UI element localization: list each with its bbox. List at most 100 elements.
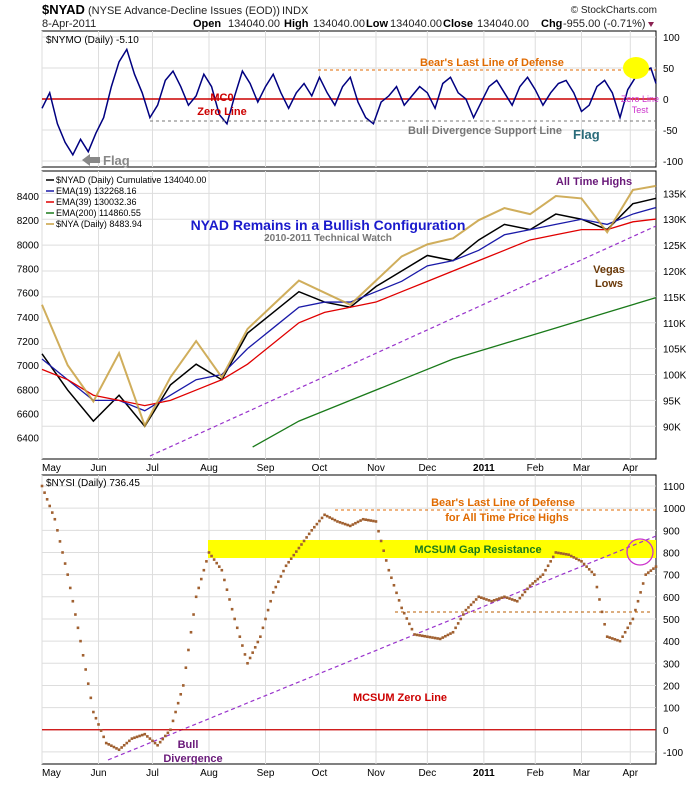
nysi-point — [426, 635, 429, 638]
x-label-bottom: Apr — [623, 768, 639, 779]
nysi-plot — [40, 484, 658, 752]
nyad-y-axis-right: 135K 130K 125K 120K 115K 110K 105K 100K 95K 90K — [663, 189, 687, 433]
nysi-point — [356, 520, 360, 524]
nysi-point — [228, 598, 231, 601]
x-label-mid: Feb — [527, 463, 545, 474]
nymo-plot — [41, 47, 657, 157]
x-label-mid: Oct — [312, 463, 328, 474]
nysi-point — [544, 568, 547, 572]
nysi-point — [456, 622, 460, 625]
nyad-ytick-left: 7200 — [17, 337, 40, 348]
nysi-point — [117, 748, 121, 752]
x-label-bottom: May — [42, 768, 61, 779]
nysi-point — [616, 638, 619, 642]
nysi-point — [241, 644, 244, 647]
nysi-point — [79, 639, 82, 643]
nysi-point — [68, 586, 72, 590]
x-label-mid: Jul — [146, 463, 159, 474]
nysi-point — [474, 598, 478, 601]
nysi-point — [405, 617, 409, 620]
nysi-point — [572, 556, 576, 559]
nysi-point — [464, 608, 468, 612]
nysi-point — [364, 518, 367, 521]
nysi-point — [454, 626, 457, 630]
nysi-point — [148, 737, 152, 740]
nysi-point — [341, 521, 344, 525]
nysi-point — [336, 520, 339, 523]
nysi-point — [402, 611, 406, 615]
nysi-point — [377, 529, 380, 533]
x-label-bottom: Jul — [146, 768, 159, 779]
nyad-ytick-right: 135K — [663, 189, 687, 200]
nyad-annotation-subtitle: 2010-2011 Technical Watch — [264, 233, 392, 244]
nymo-flag-left: Flag — [103, 153, 130, 168]
nyad-series-nya — [41, 184, 657, 429]
nysi-point — [58, 540, 62, 543]
nysi-point — [587, 568, 591, 571]
nysi-point — [611, 637, 614, 640]
nysi-ytick-label: 1000 — [663, 504, 686, 515]
nysi-point — [600, 610, 604, 614]
nysi-point — [202, 568, 206, 572]
nymo-ytick-label: 0 — [663, 95, 669, 106]
nysi-point — [654, 565, 658, 568]
nysi-point — [158, 740, 162, 744]
nysi-point — [605, 635, 609, 638]
header-chg: -955.00 (-0.71%) — [563, 18, 646, 30]
nysi-point — [135, 735, 139, 739]
nysi-point — [541, 573, 545, 576]
nysi-point — [140, 733, 144, 737]
header-close-label: Close — [443, 18, 473, 30]
nysi-point — [580, 560, 583, 563]
nysi-point — [480, 596, 483, 599]
nysi-point — [151, 739, 154, 743]
chart-header: $NYAD (NYSE Advance-Decline Issues (EOD)… — [42, 2, 657, 30]
nysi-point — [76, 626, 80, 630]
nysi-point — [413, 633, 416, 636]
nysi-ytick-label: 0 — [663, 726, 669, 737]
nysi-ytick-label: -100 — [663, 748, 683, 759]
nyad-ytick-right: 120K — [663, 267, 687, 278]
nysi-point — [387, 568, 391, 572]
nysi-point — [271, 591, 275, 594]
nysi-point — [66, 573, 69, 576]
x-label-bottom: Dec — [418, 768, 436, 779]
nysi-point — [307, 532, 311, 536]
nyad-ytick-left: 6800 — [17, 385, 40, 396]
nysi-point — [649, 569, 653, 572]
nysi-point — [40, 484, 44, 488]
nysi-point — [348, 524, 352, 528]
x-label-bottom: Aug — [200, 768, 218, 779]
nysi-ytick-label: 900 — [663, 526, 680, 537]
nyad-support-trendline — [149, 225, 657, 457]
x-axis-labels: May May Jun Jun Jul Jul Aug Aug Sep Sep Oct Oct Nov N… — [42, 463, 639, 779]
nysi-point — [562, 552, 565, 556]
nysi-point — [104, 741, 108, 745]
nysi-point — [641, 582, 645, 585]
nyad-legend-ema39: EMA(39) 130032.36 — [56, 197, 137, 207]
header-high-label: High — [284, 18, 309, 30]
nysi-point — [86, 682, 90, 685]
nyad-legend-ema200: EMA(200) 114860.55 — [56, 208, 141, 218]
nysi-ytick-label: 500 — [663, 615, 680, 626]
nysi-point — [451, 630, 455, 634]
nysi-point — [102, 735, 105, 739]
x-label-mid: Apr — [623, 463, 639, 474]
nysi-point — [133, 736, 136, 740]
nymo-ytick-label: 100 — [663, 33, 680, 44]
nysi-point — [569, 554, 573, 558]
nysi-point — [636, 599, 640, 603]
nyad-ytick-right: 105K — [663, 345, 687, 356]
nysi-point — [415, 633, 419, 637]
nysi-point — [238, 635, 242, 638]
nysi-ytick-label: 800 — [663, 548, 680, 559]
nyad-legend-main: $NYAD (Daily) Cumulative 134040.00 — [56, 175, 206, 185]
nysi-point — [408, 622, 411, 626]
nysi-point — [81, 654, 85, 657]
nysi-point — [282, 569, 285, 573]
nysi-point — [521, 593, 524, 597]
nysi-point — [513, 599, 517, 602]
nysi-point — [528, 584, 532, 588]
nysi-point — [192, 613, 195, 616]
